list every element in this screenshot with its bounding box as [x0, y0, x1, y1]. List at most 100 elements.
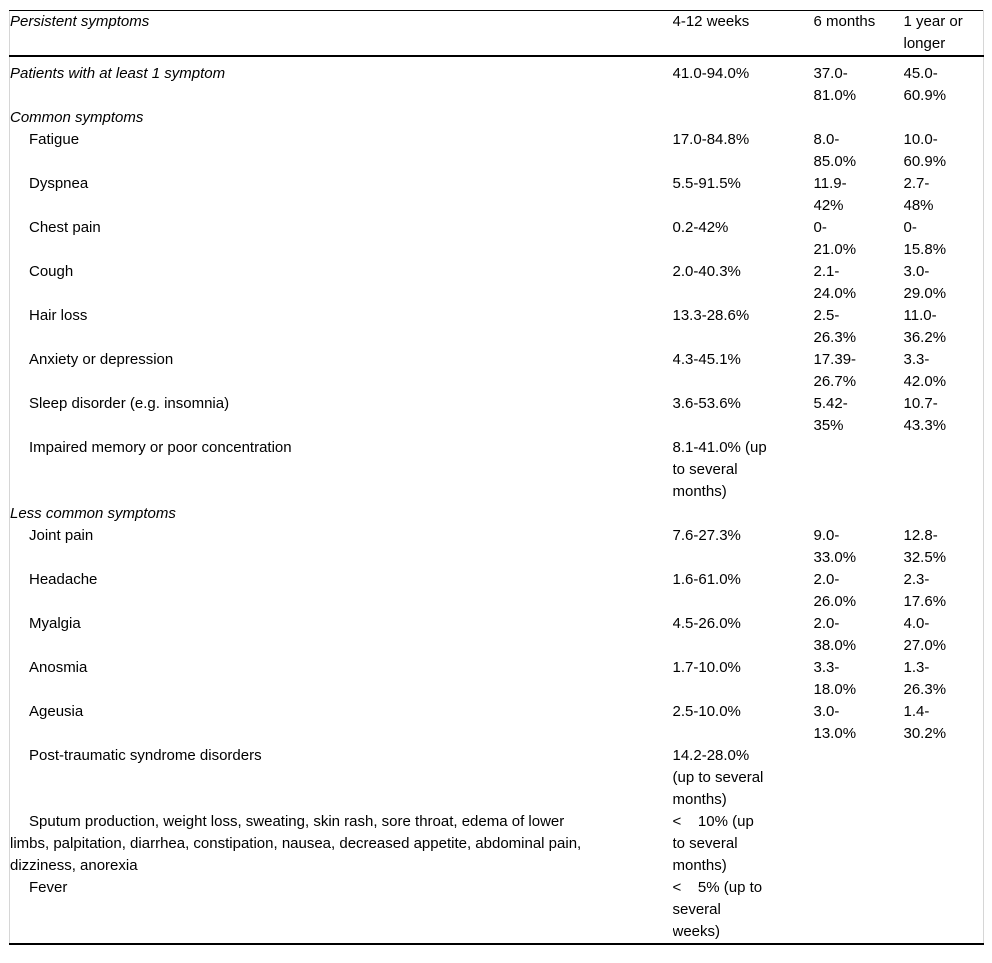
range-4-12-weeks: 2.0-40.3%	[672, 263, 741, 280]
range-1-year-or-longer: 1.3- 26.3%	[903, 659, 947, 698]
range-6-months	[814, 811, 904, 877]
range-4-12-weeks: 8.1-41.0% (up to several months)	[672, 439, 767, 500]
symptoms-table-body: Patients with at least 1 symptom 41.0-94.…	[10, 56, 984, 944]
symptom-label: Joint pain	[29, 527, 94, 544]
range-6-months: 17.39- 26.7%	[813, 351, 857, 390]
range-4-12-weeks: 1.7-10.0%	[672, 659, 741, 676]
table-row: Patients with at least 1 symptom 41.0-94.…	[10, 56, 984, 107]
range-4-12-weeks: 17.0-84.8%	[672, 131, 750, 148]
persistent-symptoms-table: Persistent symptoms 4-12 weeks 6 months …	[9, 10, 984, 945]
range-1-year-or-longer	[904, 745, 984, 811]
range-6-months: 2.0- 38.0%	[813, 615, 857, 654]
range-4-12-weeks: 13.3-28.6%	[672, 307, 750, 324]
range-1-year-or-longer: 10.7- 43.3%	[903, 395, 947, 434]
range-1-year-or-longer: 1.4- 30.2%	[903, 703, 947, 742]
range-4-12-weeks: 4.5-26.0%	[672, 615, 741, 632]
range-6-months: 8.0- 85.0%	[813, 131, 857, 170]
range-6-months: 37.0- 81.0%	[813, 65, 857, 104]
header-row: Persistent symptoms 4-12 weeks 6 months …	[9, 10, 984, 57]
range-6-months	[814, 877, 904, 944]
symptom-label: Less common symptoms	[10, 505, 176, 522]
table-header: Persistent symptoms 4-12 weeks 6 months …	[9, 10, 984, 57]
range-4-12-weeks: < 10% (up to several months)	[672, 813, 754, 874]
range-6-months: 11.9- 42%	[813, 175, 847, 214]
range-6-months	[814, 107, 904, 129]
range-1-year-or-longer: 0- 15.8%	[903, 219, 947, 258]
table-row: Impaired memory or poor concentration 8.1…	[10, 437, 984, 503]
table-row: Ageusia 2.5-10.0% 3.0- 13.0% 1.4- 30.2%	[10, 701, 984, 745]
range-4-12-weeks: 4.3-45.1%	[672, 351, 741, 368]
range-6-months: 2.5- 26.3%	[813, 307, 857, 346]
symptom-label: Myalgia	[29, 615, 81, 632]
range-1-year-or-longer	[904, 503, 984, 525]
col-header-1-year-or-longer: 1 year or longer	[903, 10, 984, 57]
table-row: Common symptoms	[10, 107, 984, 129]
symptom-label: Impaired memory or poor concentration	[29, 439, 292, 456]
table-row: Sputum production, weight loss, sweating…	[10, 811, 984, 877]
range-6-months	[814, 503, 904, 525]
table-row: Fever < 5% (up to several weeks)	[10, 877, 984, 944]
range-6-months	[814, 437, 904, 503]
range-4-12-weeks: 1.6-61.0%	[672, 571, 741, 588]
range-4-12-weeks	[673, 503, 814, 525]
range-1-year-or-longer: 10.0- 60.9%	[903, 131, 947, 170]
table-row: Joint pain 7.6-27.3% 9.0- 33.0% 12.8- 32.5%	[10, 525, 984, 569]
symptom-label: Ageusia	[29, 703, 84, 720]
table-row: Headache 1.6-61.0% 2.0- 26.0% 2.3- 17.6%	[10, 569, 984, 613]
symptom-label: Chest pain	[29, 219, 101, 236]
range-1-year-or-longer: 3.0- 29.0%	[903, 263, 947, 302]
range-4-12-weeks: 7.6-27.3%	[672, 527, 741, 544]
range-4-12-weeks	[673, 107, 814, 129]
range-1-year-or-longer	[904, 811, 984, 877]
range-1-year-or-longer	[904, 437, 984, 503]
range-4-12-weeks: 2.5-10.0%	[672, 703, 741, 720]
range-6-months: 2.0- 26.0%	[813, 571, 857, 610]
range-1-year-or-longer: 11.0- 36.2%	[903, 307, 947, 346]
symptom-label: Sputum production, weight loss, sweating…	[10, 813, 582, 874]
table-row: Dyspnea 5.5-91.5% 11.9- 42% 2.7- 48%	[10, 173, 984, 217]
range-6-months	[814, 745, 904, 811]
symptom-label: Anxiety or depression	[29, 351, 174, 368]
symptom-label: Sleep disorder (e.g. insomnia)	[29, 395, 230, 412]
range-6-months: 3.0- 13.0%	[813, 703, 857, 742]
range-4-12-weeks: 41.0-94.0%	[672, 65, 750, 82]
symptom-label: Common symptoms	[10, 109, 144, 126]
range-1-year-or-longer: 2.7- 48%	[903, 175, 934, 214]
symptom-label: Dyspnea	[29, 175, 89, 192]
range-6-months: 9.0- 33.0%	[813, 527, 857, 566]
range-4-12-weeks: 3.6-53.6%	[672, 395, 741, 412]
symptom-label: Hair loss	[29, 307, 88, 324]
range-4-12-weeks: 5.5-91.5%	[672, 175, 741, 192]
symptom-label: Cough	[29, 263, 74, 280]
range-1-year-or-longer: 3.3- 42.0%	[903, 351, 947, 390]
table-row: Anosmia 1.7-10.0% 3.3- 18.0% 1.3- 26.3%	[10, 657, 984, 701]
col-header-persistent-symptoms: Persistent symptoms	[9, 10, 673, 57]
symptom-label: Fatigue	[29, 131, 80, 148]
range-4-12-weeks: < 5% (up to several weeks)	[672, 879, 763, 940]
range-1-year-or-longer	[904, 877, 984, 944]
symptom-label: Anosmia	[29, 659, 88, 676]
table-row: Cough 2.0-40.3% 2.1- 24.0% 3.0- 29.0%	[10, 261, 984, 305]
symptom-label: Patients with at least 1 symptom	[10, 65, 226, 82]
range-6-months: 3.3- 18.0%	[813, 659, 857, 698]
range-6-months: 2.1- 24.0%	[813, 263, 857, 302]
range-6-months: 5.42- 35%	[813, 395, 848, 434]
table-row: Hair loss 13.3-28.6% 2.5- 26.3% 11.0- 36.2%	[10, 305, 984, 349]
symptom-label: Fever	[29, 879, 68, 896]
range-1-year-or-longer: 45.0- 60.9%	[903, 65, 947, 104]
range-6-months: 0- 21.0%	[813, 219, 857, 258]
table-row: Myalgia 4.5-26.0% 2.0- 38.0% 4.0- 27.0%	[10, 613, 984, 657]
table-row: Less common symptoms	[10, 503, 984, 525]
range-1-year-or-longer	[904, 107, 984, 129]
table-row: Sleep disorder (e.g. insomnia) 3.6-53.6% 5…	[10, 393, 984, 437]
col-header-6-months: 6 months	[813, 10, 904, 57]
range-1-year-or-longer: 4.0- 27.0%	[903, 615, 947, 654]
symptom-label: Headache	[29, 571, 98, 588]
table-row: Post-traumatic syndrome disorders 14.2-28…	[10, 745, 984, 811]
table-row: Fatigue 17.0-84.8% 8.0- 85.0% 10.0- 60.9%	[10, 129, 984, 173]
range-1-year-or-longer: 2.3- 17.6%	[903, 571, 947, 610]
symptom-label: Post-traumatic syndrome disorders	[29, 747, 262, 764]
table-row: Anxiety or depression 4.3-45.1% 17.39- 26.…	[10, 349, 984, 393]
range-4-12-weeks: 14.2-28.0% (up to several months)	[672, 747, 764, 808]
range-1-year-or-longer: 12.8- 32.5%	[903, 527, 947, 566]
